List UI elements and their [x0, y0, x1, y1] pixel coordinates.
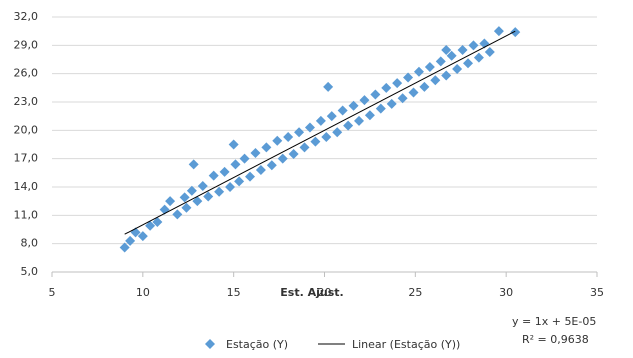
- point: [179, 192, 190, 203]
- point: [119, 242, 130, 253]
- point: [397, 93, 408, 104]
- point: [468, 40, 479, 51]
- x-tick-label: 25: [408, 286, 422, 299]
- point: [321, 131, 332, 142]
- point: [234, 176, 245, 187]
- point: [125, 235, 136, 246]
- point: [228, 139, 239, 150]
- point: [188, 159, 199, 170]
- point: [145, 220, 156, 231]
- legend-label: Linear (Estação (Y)): [352, 338, 460, 351]
- x-axis-label: Est. Ajust.: [280, 286, 343, 299]
- point: [370, 89, 381, 100]
- point: [441, 70, 452, 81]
- point: [403, 72, 414, 83]
- x-tick-label: 35: [590, 286, 604, 299]
- point: [255, 165, 266, 175]
- point: [250, 148, 261, 158]
- point: [413, 66, 424, 77]
- point: [239, 153, 250, 164]
- trendline: [124, 30, 516, 235]
- point: [359, 95, 370, 106]
- point: [310, 136, 321, 147]
- legend-label: Estação (Y): [226, 338, 288, 351]
- point: [323, 81, 334, 92]
- point: [288, 148, 299, 159]
- r-squared: R² = 0,9638: [522, 333, 589, 346]
- y-tick-label: 17,0: [14, 152, 39, 165]
- point: [381, 82, 392, 93]
- point: [326, 111, 337, 122]
- point: [192, 196, 203, 207]
- y-tick-label: 23,0: [14, 95, 39, 108]
- point: [315, 115, 326, 126]
- point: [225, 182, 236, 192]
- point: [510, 27, 521, 38]
- y-tick-label: 11,0: [14, 208, 39, 221]
- point: [392, 78, 403, 89]
- point: [283, 131, 294, 142]
- x-tick-label: 5: [49, 286, 56, 299]
- point: [441, 45, 452, 56]
- point: [208, 170, 219, 181]
- point: [386, 98, 397, 109]
- legend-marker: [205, 339, 215, 349]
- point: [446, 50, 457, 61]
- point: [337, 105, 348, 116]
- point: [152, 216, 163, 227]
- point: [375, 103, 386, 114]
- point: [137, 231, 148, 242]
- point: [181, 202, 192, 213]
- point: [272, 135, 283, 146]
- y-tick-label: 29,0: [14, 38, 39, 51]
- point: [277, 153, 288, 164]
- point: [364, 110, 375, 121]
- x-tick-label: 20: [318, 286, 332, 299]
- point: [266, 160, 277, 171]
- point: [214, 186, 225, 197]
- point: [299, 142, 310, 153]
- point: [493, 26, 504, 37]
- point: [245, 171, 256, 182]
- x-tick-label: 10: [136, 286, 150, 299]
- point: [435, 56, 446, 67]
- point: [408, 87, 419, 98]
- point: [203, 191, 214, 202]
- point: [172, 209, 183, 220]
- point: [219, 166, 230, 177]
- point: [430, 75, 441, 86]
- x-tick-label: 15: [227, 286, 241, 299]
- point: [452, 63, 463, 74]
- point: [294, 127, 305, 138]
- point: [457, 45, 468, 56]
- point: [304, 122, 315, 133]
- equation: y = 1x + 5E-05: [512, 315, 596, 328]
- y-tick-label: 26,0: [14, 67, 39, 80]
- point: [343, 120, 354, 131]
- y-tick-label: 8,0: [21, 237, 39, 250]
- point: [473, 52, 484, 63]
- point: [419, 81, 430, 92]
- point: [230, 159, 241, 170]
- point: [332, 127, 343, 138]
- point: [463, 58, 474, 69]
- point: [348, 100, 359, 111]
- y-tick-label: 20,0: [14, 123, 39, 136]
- point: [186, 185, 197, 196]
- point: [261, 142, 272, 153]
- y-tick-label: 14,0: [14, 180, 39, 193]
- point: [197, 181, 208, 192]
- x-tick-label: 30: [499, 286, 513, 299]
- point: [354, 115, 365, 126]
- point: [165, 196, 176, 207]
- y-tick-label: 5,0: [21, 265, 39, 278]
- point: [424, 62, 435, 73]
- y-tick-label: 32,0: [14, 10, 39, 23]
- point: [484, 46, 495, 57]
